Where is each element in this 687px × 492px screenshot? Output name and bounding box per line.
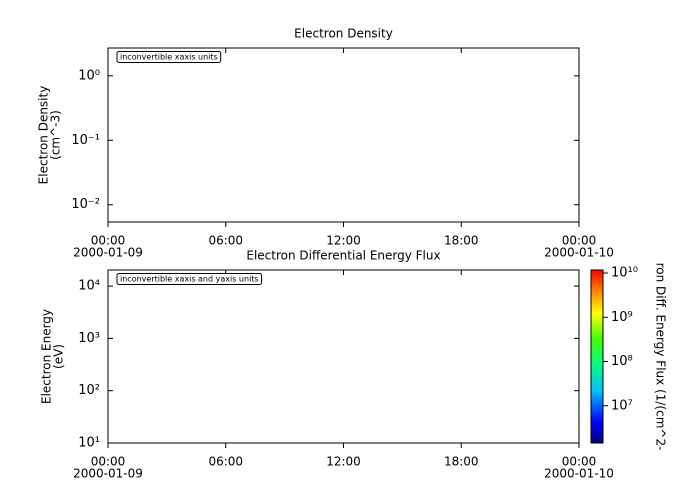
x-tick-label: 12:00 (326, 234, 361, 248)
plot-frame (107, 269, 580, 444)
chart-title: Electron Differential Energy Flux (246, 249, 440, 263)
x-tick-label: 06:00 (208, 234, 243, 248)
chart-title: Electron Density (294, 27, 393, 41)
colorbar-tick-label: 10¹⁰ (611, 266, 638, 281)
colorbar-tick-label: 10⁷ (611, 398, 633, 413)
plot-frame (107, 47, 580, 223)
x-tick-label: 18:00 (444, 234, 479, 248)
annotation-box (116, 273, 263, 285)
x-tick-label: 00:00 (91, 455, 126, 469)
x-tick-label: 12:00 (326, 455, 361, 469)
y-tick-label: 10² (78, 383, 100, 398)
annotation: inconvertible xaxis and yaxis units (120, 275, 259, 284)
y-axis-label: Electron Density (37, 86, 51, 185)
annotation-box (116, 51, 222, 63)
x-tick-date: 2000-01-10 (544, 467, 614, 481)
y-tick-label: 10¹ (78, 436, 100, 451)
annotation: inconvertible xaxis units (120, 53, 218, 62)
y-axis-label: (eV) (52, 344, 66, 369)
x-tick-label: 00:00 (562, 455, 597, 469)
x-tick-date: 2000-01-09 (73, 467, 143, 481)
y-tick-label: 10⁻² (71, 197, 100, 212)
y-axis-label: (cm^-3) (49, 110, 63, 160)
colorbar (590, 269, 604, 444)
x-tick-date: 2000-01-10 (544, 246, 614, 260)
y-tick-label: 10⁰ (78, 68, 100, 83)
y-tick-label: 10⁻¹ (71, 133, 100, 148)
colorbar-tick-label: 10⁸ (611, 354, 633, 369)
x-tick-label: 00:00 (91, 234, 126, 248)
x-tick-date: 2000-01-09 (73, 246, 143, 260)
y-axis-label: Electron Energy (40, 309, 54, 404)
colorbar-label: ron Diff. Energy Flux (1/(cm^2- (654, 263, 668, 451)
x-tick-label: 06:00 (208, 455, 243, 469)
x-tick-label: 18:00 (444, 455, 479, 469)
colorbar-tick-label: 10⁹ (611, 310, 633, 325)
y-tick-label: 10⁴ (78, 279, 100, 294)
y-tick-label: 10³ (78, 331, 100, 346)
x-tick-label: 00:00 (562, 234, 597, 248)
